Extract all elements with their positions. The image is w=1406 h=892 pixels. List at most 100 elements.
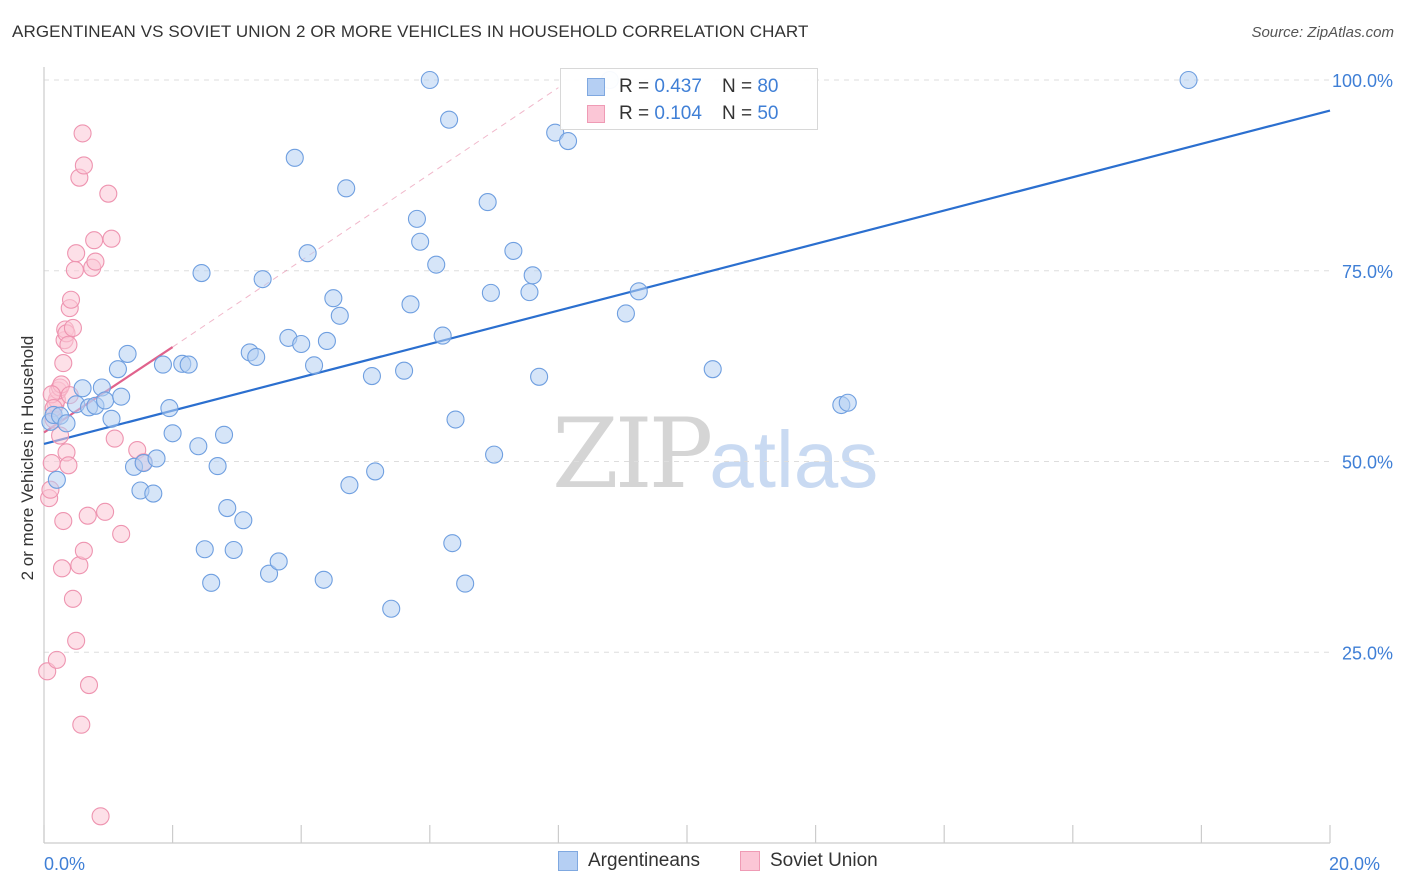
point-argentineans: [102, 409, 121, 428]
stats-row-argentineans: R = 0.437 N = 80: [561, 74, 778, 100]
stats-n-label: N =: [721, 103, 753, 124]
legend-item-soviet-union[interactable]: Soviet Union: [740, 850, 878, 872]
point-argentineans: [147, 449, 166, 468]
point-argentineans: [1179, 70, 1198, 90]
stats-r-value: 0.104: [654, 103, 702, 124]
point-argentineans: [269, 552, 288, 571]
point-argentineans: [179, 355, 198, 374]
chart-source: Source: ZipAtlas.com: [1251, 24, 1394, 41]
point-argentineans: [214, 425, 234, 444]
point-soviet-union: [85, 231, 104, 250]
point-argentineans: [427, 255, 446, 274]
point-argentineans: [411, 232, 430, 251]
x-tick-label: 20.0%: [1329, 854, 1380, 874]
point-argentineans: [433, 326, 452, 345]
point-soviet-union: [47, 650, 66, 669]
point-argentineans: [259, 564, 279, 583]
point-argentineans: [485, 445, 504, 464]
point-soviet-union: [42, 453, 61, 473]
point-argentineans: [703, 360, 722, 379]
point-argentineans: [57, 414, 76, 433]
point-argentineans: [401, 295, 420, 314]
point-soviet-union: [54, 354, 73, 373]
point-argentineans: [285, 148, 304, 167]
point-argentineans: [446, 410, 465, 429]
point-argentineans: [163, 424, 182, 443]
point-soviet-union: [74, 541, 93, 560]
point-argentineans: [118, 344, 137, 363]
point-soviet-union: [54, 511, 73, 531]
point-soviet-union: [99, 184, 118, 203]
point-argentineans: [189, 437, 208, 456]
point-argentineans: [47, 470, 66, 489]
y-axis-title: 2 or more Vehicles in Household: [18, 335, 37, 581]
point-argentineans: [443, 534, 462, 553]
point-soviet-union: [102, 229, 121, 248]
point-argentineans: [481, 283, 500, 302]
point-soviet-union: [96, 502, 115, 521]
point-soviet-union: [59, 335, 78, 354]
stats-r-label: R =: [619, 103, 650, 124]
point-soviet-union: [73, 124, 92, 143]
trend-line-argentineans: [43, 109, 1331, 446]
point-argentineans: [298, 244, 317, 263]
point-soviet-union: [78, 506, 97, 525]
tick-label-layer: 25.0% 50.0% 75.0% 100.0% 0.0% 20.0%: [44, 71, 1393, 874]
stats-n-value: 80: [757, 76, 779, 97]
legend-item-argentineans[interactable]: Argentineans: [558, 850, 700, 872]
grid-layer: [44, 79, 1330, 653]
point-argentineans: [305, 356, 324, 375]
point-argentineans: [340, 476, 359, 495]
point-argentineans: [330, 306, 349, 325]
point-argentineans: [456, 574, 475, 593]
point-argentineans: [144, 484, 163, 503]
point-argentineans: [420, 70, 439, 90]
point-argentineans: [253, 270, 272, 289]
point-argentineans: [292, 334, 311, 354]
point-argentineans: [629, 282, 648, 301]
point-soviet-union: [74, 156, 93, 175]
point-soviet-union: [52, 559, 72, 578]
chart-title: ARGENTINEAN VS SOVIET UNION 2 OR MORE VE…: [12, 22, 809, 41]
point-argentineans: [202, 573, 221, 592]
stats-r-value: 0.437: [654, 76, 702, 97]
point-argentineans: [366, 462, 385, 481]
point-argentineans: [530, 367, 549, 386]
y-tick-label: 25.0%: [1342, 643, 1393, 663]
y-tick-label: 50.0%: [1342, 453, 1393, 473]
point-soviet-union: [63, 318, 82, 338]
stats-n-label: N =: [721, 76, 753, 97]
point-argentineans: [108, 360, 127, 379]
point-argentineans: [218, 498, 237, 518]
point-argentineans: [317, 331, 336, 350]
point-soviet-union: [112, 524, 131, 544]
stats-swatch-blue: [587, 78, 605, 96]
point-argentineans: [558, 131, 578, 151]
point-argentineans: [96, 391, 115, 410]
point-argentineans: [478, 193, 497, 212]
point-soviet-union: [91, 807, 110, 826]
x-tick-label: 0.0%: [44, 854, 85, 874]
points-argentineans: [41, 70, 1198, 618]
legend-label: Soviet Union: [770, 850, 878, 871]
point-argentineans: [520, 283, 539, 302]
point-soviet-union: [59, 456, 78, 475]
point-argentineans: [504, 241, 523, 260]
legend-swatch-blue: [558, 851, 578, 871]
point-argentineans: [337, 179, 356, 198]
point-argentineans: [234, 511, 253, 530]
points-soviet-union: [38, 124, 153, 826]
point-argentineans: [362, 366, 381, 386]
point-argentineans: [224, 540, 243, 560]
legend-label: Argentineans: [588, 850, 700, 871]
point-argentineans: [247, 347, 266, 367]
point-argentineans: [407, 209, 426, 228]
point-argentineans: [382, 599, 401, 618]
point-argentineans: [314, 570, 333, 589]
point-argentineans: [838, 393, 857, 412]
point-argentineans: [324, 289, 343, 308]
stats-swatch-pink: [587, 105, 605, 123]
point-soviet-union: [63, 589, 82, 608]
